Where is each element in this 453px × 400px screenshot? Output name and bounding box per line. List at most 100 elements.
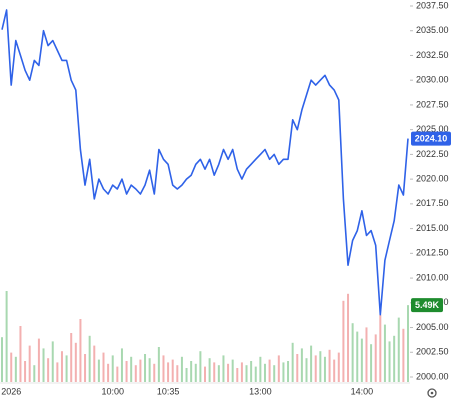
volume-tag-box (411, 298, 443, 313)
volume-bar (263, 363, 266, 382)
volume-bar (157, 347, 160, 382)
volume-bar (5, 291, 8, 382)
volume-bar (254, 366, 257, 382)
volume-bar (120, 348, 123, 382)
volume-bar (65, 355, 68, 382)
x-tick-label: 14:00 (351, 386, 374, 396)
volume-bar (180, 356, 183, 382)
volume-bar (116, 366, 119, 382)
volume-bar (213, 362, 216, 382)
volume-bar (245, 365, 248, 382)
volume-bar (1, 337, 3, 382)
volume-bar (333, 359, 336, 382)
volume-bar (337, 352, 340, 382)
volume-bar (79, 319, 82, 382)
volume-bar (42, 348, 45, 382)
y-tick-label: 2000.00 (416, 371, 449, 381)
volume-bar (14, 356, 17, 382)
y-tick-label: 2020.00 (416, 174, 449, 184)
y-tick-label: 2032.50 (416, 50, 449, 60)
volume-bar (97, 359, 100, 382)
volume-bar (84, 354, 87, 382)
volume-bar (47, 358, 50, 382)
y-tick-label: 2030.00 (416, 75, 449, 85)
volume-bar (144, 354, 147, 382)
volume-bar (240, 362, 243, 382)
volume-bar (383, 324, 386, 382)
y-tick-label: 2035.00 (416, 25, 449, 35)
volume-bar (388, 341, 391, 382)
volume-bar (107, 363, 110, 382)
volume-bar (199, 351, 202, 382)
volume-bar (273, 365, 276, 382)
volume-bar (190, 361, 193, 382)
settings-gear[interactable] (427, 388, 437, 398)
volume-bar (268, 359, 271, 382)
volume-bar (287, 361, 290, 382)
volume-bar (111, 355, 114, 382)
y-tick-label: 2025.00 (416, 124, 449, 134)
y-tick-label: 2002.50 (416, 347, 449, 357)
volume-bar (328, 349, 331, 382)
volume-bar (171, 359, 174, 382)
volume-bar (19, 326, 22, 382)
volume-bar (102, 352, 105, 382)
volume-bar (402, 328, 405, 382)
x-tick-label: 10:35 (157, 386, 180, 396)
volume-bar (300, 348, 303, 382)
volume-bar (356, 331, 359, 382)
volume-bar (33, 365, 36, 382)
y-tick-label: 2012.50 (416, 248, 449, 258)
volume-bar (222, 355, 225, 382)
y-tick-label: 2010.00 (416, 272, 449, 282)
volume-bar (370, 344, 373, 382)
volume-bar (236, 368, 239, 382)
volume-bar (310, 345, 313, 382)
volume-bar (134, 365, 137, 382)
x-tick-label: 13:00 (249, 386, 272, 396)
volume-bar (37, 338, 40, 382)
volume-bar (231, 359, 234, 382)
volume-bar (393, 335, 396, 382)
volume-bar (125, 361, 128, 382)
volume-bar (282, 362, 285, 382)
y-tick-label: 2037.50 (416, 0, 449, 10)
volume-bar (208, 358, 211, 382)
volume-bar (323, 356, 326, 382)
y-tick-label: 2027.50 (416, 99, 449, 109)
volume-tag-label: 5.49K (415, 300, 440, 310)
volume-bar (347, 293, 350, 382)
volume-bar (250, 361, 253, 382)
volume-bar (70, 333, 73, 382)
price-tag-box (411, 131, 451, 146)
settings-icon[interactable] (427, 388, 437, 398)
volume-bar (194, 363, 197, 382)
volume-bar (296, 354, 299, 382)
volume-bar (148, 358, 151, 382)
volume-bar (227, 363, 230, 382)
settings-center[interactable] (430, 391, 434, 395)
volume-bar (130, 356, 133, 382)
volume-bar (277, 355, 280, 382)
y-tick-label: 2017.50 (416, 198, 449, 208)
volume-bar (60, 351, 63, 382)
volume-bar (139, 359, 142, 382)
volume-bar (153, 363, 156, 382)
volume-bar (176, 365, 179, 382)
volume-bar (360, 338, 363, 382)
volume-bar (342, 300, 345, 382)
volume-bar (374, 334, 377, 382)
volume-bar (51, 341, 54, 382)
volume-bar (88, 335, 91, 382)
volume-bar (291, 342, 294, 382)
y-tick-label: 2022.50 (416, 149, 449, 159)
volume-bar (314, 355, 317, 382)
volume-bar (365, 327, 368, 382)
volume-bar (204, 366, 206, 382)
volume-bar (305, 358, 308, 382)
volume-bar (93, 345, 96, 382)
volume-bar (185, 368, 188, 382)
y-tick-label: 2005.00 (416, 322, 449, 332)
